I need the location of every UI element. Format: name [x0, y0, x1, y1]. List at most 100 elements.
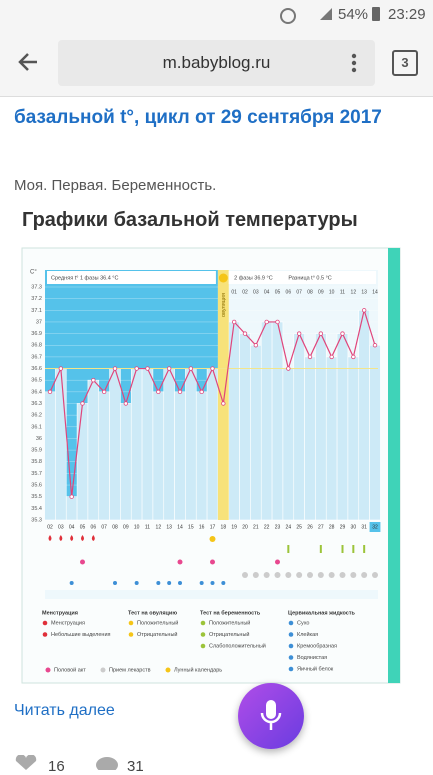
legend-item: Половой акт: [54, 666, 86, 673]
x-tick-label: 19: [231, 524, 237, 530]
phase2-day-label: 12: [351, 289, 357, 295]
x-tick-label: 17: [210, 524, 216, 530]
temperature-point: [340, 331, 345, 336]
x-tick-label: 14: [177, 524, 183, 530]
temperature-column: [120, 403, 132, 521]
temperature-point: [134, 366, 139, 371]
temperature-column: [325, 356, 338, 521]
legend-item: Отрицательный: [137, 631, 178, 638]
legend-swatch: [288, 655, 294, 660]
read-more-link[interactable]: Читать далее: [14, 702, 115, 719]
clock: 23:29: [388, 6, 426, 23]
medication-icon: [296, 572, 303, 578]
pregnancy-test-icon: [363, 545, 366, 553]
medication-icon: [317, 572, 324, 578]
legend-item: Слабоположительный: [209, 642, 266, 649]
y-tick-label: 36.3: [31, 401, 42, 407]
voice-button[interactable]: [238, 683, 304, 749]
url: m.babyblog.ru: [162, 53, 271, 72]
phase2-day-label: 02: [242, 289, 248, 295]
temperature-column: [315, 333, 327, 521]
tab-count[interactable]: 3: [392, 50, 418, 76]
temperature-column: [65, 496, 78, 521]
temperature-column: [130, 368, 143, 521]
legend-swatch: [100, 667, 106, 673]
intercourse-icon: [210, 559, 215, 565]
temperature-column: [174, 391, 186, 521]
temperature-point: [351, 354, 356, 360]
y-tick-label: 36.7: [31, 354, 42, 360]
menstruation-icon: [81, 535, 84, 541]
article-subtitle: Моя. Первая. Беременность.: [14, 177, 217, 194]
bbt-chart: C° 35.3 35.4 35.5 35.6 35.7 35.8 35.9 36 36.1 36.…: [21, 247, 401, 684]
phase2-day-label: 03: [253, 289, 259, 295]
temperature-point: [91, 378, 96, 383]
signal-icon: [320, 8, 332, 20]
medication-icon: [263, 572, 270, 578]
menstruation-icon: [59, 535, 63, 541]
x-tick-label: 08: [112, 524, 118, 530]
y-tick-label: 35.9: [31, 448, 42, 454]
temperature-point: [145, 366, 150, 371]
article-title[interactable]: базальной t°, цикл от 29 сентября 2017: [14, 107, 382, 128]
ovulation-test-icon: [209, 536, 216, 542]
temperature-point: [58, 366, 64, 371]
temperature-column: [195, 391, 208, 521]
legend-swatch: [200, 620, 206, 626]
x-tick-label: 03: [58, 524, 64, 530]
temperature-column: [282, 368, 295, 521]
x-tick-label: 06: [91, 524, 97, 530]
x-tick-label: 05: [80, 524, 86, 530]
x-tick-label: 18: [221, 524, 227, 530]
temperature-point: [275, 319, 280, 325]
y-tick-label: 36.9: [31, 331, 42, 337]
x-tick-label: 11: [145, 524, 150, 530]
pregnancy-test-icon: [352, 545, 355, 553]
comment-icon[interactable]: [95, 755, 119, 770]
like-icon[interactable]: [14, 755, 38, 770]
back-button[interactable]: [16, 50, 40, 74]
temperature-point: [177, 389, 183, 395]
legend-group-title: Менструация: [42, 610, 78, 616]
y-tick-label: 36.2: [31, 413, 42, 419]
x-tick-label: 20: [242, 524, 248, 530]
legend-group-title: Цервикальная жидкость: [288, 610, 356, 616]
fluid-icon: [178, 581, 182, 585]
phase2-day-label: 08: [307, 289, 313, 295]
y-tick-label: 35.5: [31, 494, 42, 500]
ovulation-band: [217, 270, 229, 520]
temperature-column: [336, 333, 349, 521]
pregnancy-test-icon: [319, 545, 322, 553]
legend-item: Прием лекарств: [109, 667, 151, 673]
menu-button[interactable]: [350, 52, 358, 74]
x-tick-label: 23: [275, 524, 281, 530]
temperature-column: [55, 368, 67, 521]
temperature-column: [98, 391, 110, 521]
legend-item: Лунный календарь: [174, 666, 222, 673]
legend-swatch: [200, 643, 206, 649]
browser-toolbar: m.babyblog.ru 3: [0, 28, 433, 97]
y-tick-label: 37.2: [31, 296, 42, 302]
legend-item: Небольшие выделения: [51, 632, 111, 638]
phase2-day-label: 11: [340, 289, 345, 295]
legend-item: Положительный: [209, 619, 250, 626]
ovulation-label: овуляция: [221, 293, 227, 317]
legend-item: Кремообразная: [297, 643, 337, 649]
temperature-point: [286, 366, 291, 371]
address-bar[interactable]: m.babyblog.ru: [58, 40, 375, 86]
temperature-point: [123, 401, 129, 406]
x-tick-label: 02: [47, 524, 53, 530]
medication-icon: [372, 572, 378, 578]
fluid-icon: [167, 581, 172, 585]
y-tick-label: 35.3: [31, 517, 42, 523]
legend-item: Положительный: [137, 619, 178, 626]
legend-swatch: [200, 632, 206, 637]
legend-swatch: [288, 666, 294, 672]
temperature-column: [163, 368, 175, 521]
x-tick-label: 25: [296, 524, 302, 530]
temperature-column: [271, 321, 284, 521]
legend-item: Менструация: [51, 620, 85, 626]
temperature-column: [358, 309, 370, 521]
y-tick-label: 36.5: [31, 378, 42, 384]
